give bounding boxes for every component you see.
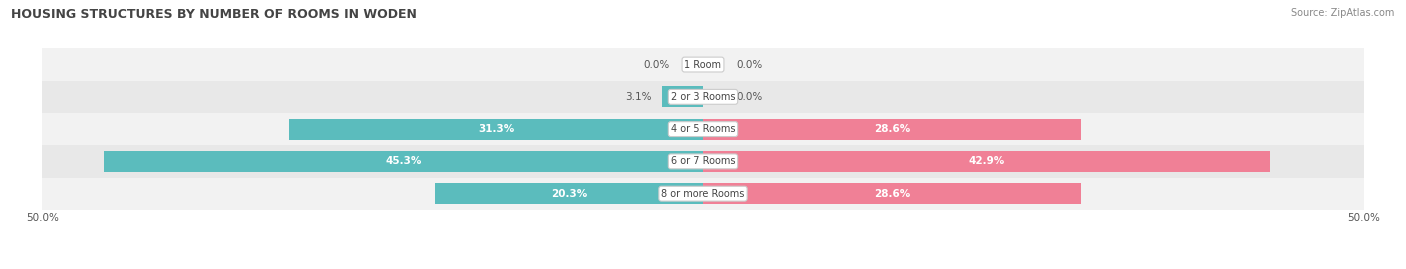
Bar <box>662 86 703 107</box>
Text: 28.6%: 28.6% <box>875 124 910 134</box>
Text: 1 Room: 1 Room <box>685 59 721 70</box>
Bar <box>703 151 1270 172</box>
Text: 31.3%: 31.3% <box>478 124 515 134</box>
Text: 42.9%: 42.9% <box>969 156 1005 167</box>
Text: 20.3%: 20.3% <box>551 189 586 199</box>
Bar <box>42 178 1364 210</box>
Text: 2 or 3 Rooms: 2 or 3 Rooms <box>671 92 735 102</box>
Text: HOUSING STRUCTURES BY NUMBER OF ROOMS IN WODEN: HOUSING STRUCTURES BY NUMBER OF ROOMS IN… <box>11 8 418 21</box>
Text: 0.0%: 0.0% <box>737 59 762 70</box>
Text: 3.1%: 3.1% <box>624 92 651 102</box>
Bar <box>42 48 1364 81</box>
Bar <box>42 81 1364 113</box>
Bar <box>434 183 703 204</box>
Bar <box>703 183 1081 204</box>
Text: Source: ZipAtlas.com: Source: ZipAtlas.com <box>1291 8 1395 18</box>
Text: 8 or more Rooms: 8 or more Rooms <box>661 189 745 199</box>
Bar <box>42 113 1364 145</box>
Text: 0.0%: 0.0% <box>737 92 762 102</box>
Text: 45.3%: 45.3% <box>385 156 422 167</box>
Text: 4 or 5 Rooms: 4 or 5 Rooms <box>671 124 735 134</box>
Text: 28.6%: 28.6% <box>875 189 910 199</box>
Bar <box>42 145 1364 178</box>
Text: 6 or 7 Rooms: 6 or 7 Rooms <box>671 156 735 167</box>
Text: 0.0%: 0.0% <box>644 59 669 70</box>
Bar <box>104 151 703 172</box>
Bar <box>290 119 703 140</box>
Bar <box>703 119 1081 140</box>
